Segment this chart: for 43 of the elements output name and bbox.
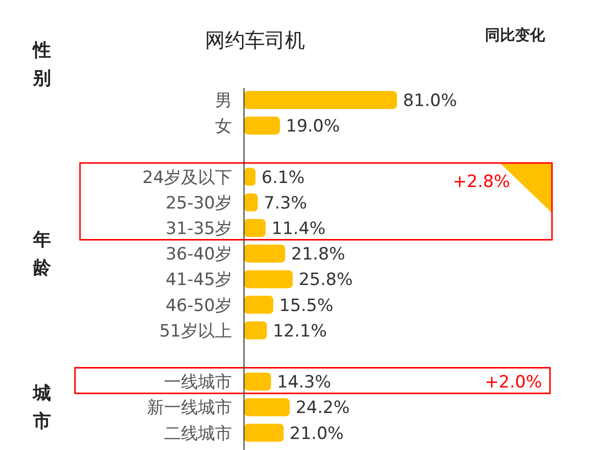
data-label: 21.8% xyxy=(291,244,346,265)
text: 年龄 xyxy=(32,230,52,279)
bar xyxy=(244,296,274,314)
data-label: 14.3% xyxy=(277,372,332,393)
data-label: 81.0% xyxy=(403,91,458,111)
data-label: 11.4% xyxy=(272,219,326,239)
text: 性别 xyxy=(32,40,51,89)
chart-title: 网约车司机 xyxy=(205,28,305,52)
y-tick-label: 31-35岁 xyxy=(166,219,232,239)
text: +2.0% xyxy=(484,372,542,393)
y-tick-label: 51岁以上 xyxy=(159,321,232,342)
y-tick-label: 41-45岁 xyxy=(166,270,232,290)
bar xyxy=(244,193,258,212)
y-tick-label: 25-30岁 xyxy=(166,193,232,214)
data-label: 25.8% xyxy=(298,270,353,290)
y-tick-label: 新一线城市 xyxy=(147,398,232,418)
text: 同比变化 xyxy=(485,26,546,44)
bar xyxy=(244,91,397,109)
y-tick-label: 46-50岁 xyxy=(166,296,232,316)
bar xyxy=(244,244,286,263)
data-label: 15.5% xyxy=(279,296,334,316)
bar xyxy=(244,321,267,340)
data-label: 6.1% xyxy=(262,168,305,188)
data-label: 12.1% xyxy=(272,321,327,342)
y-tick-label: 24岁及以下 xyxy=(142,168,232,188)
text: +2.8% xyxy=(452,172,510,192)
bar xyxy=(244,372,272,391)
data-label: 7.3% xyxy=(264,193,307,214)
data-label: 21.0% xyxy=(290,424,344,444)
y-tick-label: 女 xyxy=(215,116,232,137)
data-label: 19.0% xyxy=(286,116,340,137)
bar xyxy=(244,219,266,237)
bar xyxy=(244,398,290,416)
bar xyxy=(244,270,293,288)
bar xyxy=(244,116,280,135)
y-tick-label: 二线城市 xyxy=(164,424,232,444)
data-label: 24.2% xyxy=(296,398,350,418)
y-tick-label: 男 xyxy=(215,91,232,111)
bar xyxy=(244,168,256,186)
y-tick-label: 36-40岁 xyxy=(166,244,232,265)
y-tick-label: 一线城市 xyxy=(164,372,232,393)
bar xyxy=(244,424,284,442)
text: 城市 xyxy=(32,383,51,432)
